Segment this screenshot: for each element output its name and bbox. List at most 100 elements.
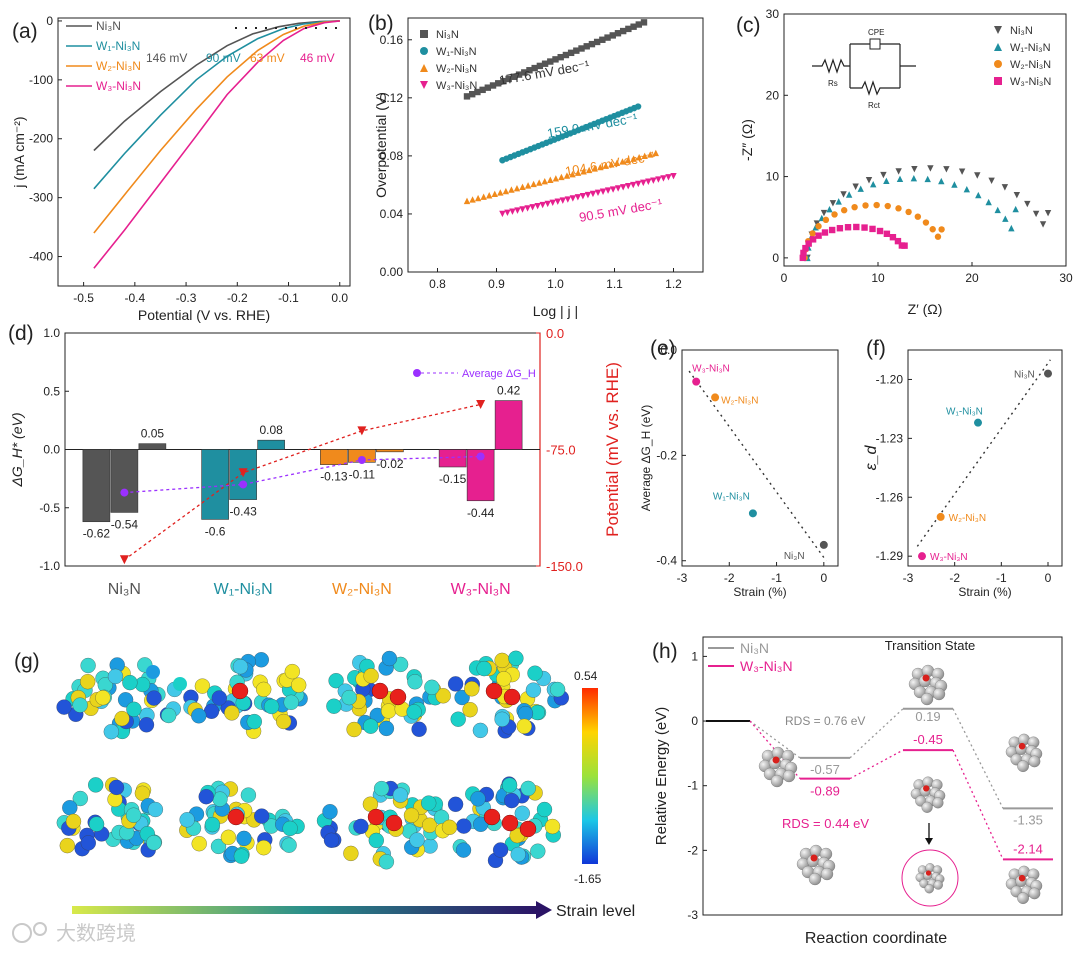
atom xyxy=(353,818,369,835)
atom xyxy=(508,650,524,666)
legend-entry: W₂-Ni₃N xyxy=(1010,59,1051,71)
atom xyxy=(282,820,298,837)
atom xyxy=(284,663,300,680)
strained-atom xyxy=(231,682,249,700)
y-tick-label: -100 xyxy=(29,73,53,87)
atom xyxy=(126,701,142,717)
atom xyxy=(422,838,438,854)
atom xyxy=(392,787,409,803)
data-point xyxy=(635,21,642,28)
atom xyxy=(72,790,88,807)
data-point xyxy=(988,177,995,184)
data-point xyxy=(985,198,992,206)
bar xyxy=(138,443,167,450)
data-point xyxy=(558,173,565,181)
x-tick-label: 0 xyxy=(781,271,788,285)
y-tick-label: 1 xyxy=(691,649,698,663)
data-point xyxy=(588,40,596,48)
bar-value-label: -0.43 xyxy=(229,505,257,519)
atom xyxy=(108,779,125,796)
atomic-cluster xyxy=(447,650,569,739)
slope-annotation: 90.5 mV dec⁻¹ xyxy=(578,195,664,225)
data-point xyxy=(554,198,561,205)
atom xyxy=(1017,760,1029,773)
hydrogen-site xyxy=(1018,874,1026,882)
y-tick-label: 0.08 xyxy=(380,149,404,163)
data-point xyxy=(640,19,648,26)
rds-label: RDS = 0.44 eV xyxy=(782,816,869,831)
atom xyxy=(72,697,88,713)
atom xyxy=(240,787,257,803)
data-point xyxy=(531,64,538,72)
data-point xyxy=(599,36,606,43)
data-point xyxy=(938,177,945,185)
y-tick-label: 1.0 xyxy=(43,326,60,340)
atom xyxy=(1028,887,1041,900)
data-point xyxy=(905,208,912,216)
average-dgh-point xyxy=(357,455,366,464)
legend-entry: W₁-Ni₃N xyxy=(96,39,140,53)
data-point xyxy=(593,38,601,46)
legend-entry: W₃-Ni₃N xyxy=(740,658,793,674)
x-tick-label: 1.1 xyxy=(606,277,623,291)
bar-value-label: -0.11 xyxy=(349,467,376,481)
data-point xyxy=(541,177,548,185)
data-point xyxy=(552,175,560,182)
legend-entry: W₃-Ni₃N xyxy=(1010,76,1051,88)
energy-value-label: -0.89 xyxy=(810,784,840,799)
point-label: Ni₃N xyxy=(1014,370,1035,381)
x-tick-label: 1.0 xyxy=(547,277,564,291)
data-point xyxy=(613,159,621,167)
category-label: Ni₃N xyxy=(108,581,141,598)
data-point xyxy=(865,177,873,184)
strained-atom xyxy=(227,808,245,826)
x-tick-label: 0 xyxy=(820,571,827,585)
data-point xyxy=(840,207,848,214)
data-point xyxy=(840,191,847,198)
data-point xyxy=(502,187,510,195)
atom xyxy=(191,708,207,724)
atom xyxy=(291,677,307,693)
data-point xyxy=(486,192,493,199)
atom xyxy=(920,692,934,706)
atom xyxy=(125,807,142,823)
data-point xyxy=(869,225,876,233)
panel-letter: (d) xyxy=(8,322,34,345)
atom xyxy=(95,690,111,706)
legend-marker xyxy=(994,60,1002,68)
energy-value-label: -1.35 xyxy=(1013,812,1043,827)
x-tick-label: 0 xyxy=(1045,571,1052,585)
rds-label: RDS = 0.76 eV xyxy=(785,714,865,728)
atom xyxy=(544,818,561,835)
data-point xyxy=(569,195,577,202)
data-point xyxy=(1013,191,1021,199)
atom xyxy=(820,867,834,881)
legend-marker xyxy=(420,47,428,55)
data-point xyxy=(821,229,829,236)
atomic-cluster xyxy=(433,776,561,869)
data-point xyxy=(583,43,590,50)
data-point xyxy=(844,224,852,231)
data-point xyxy=(609,32,616,39)
atom xyxy=(1017,892,1029,905)
atom xyxy=(462,702,478,718)
data-point xyxy=(469,91,476,98)
atom xyxy=(504,792,520,809)
data-point xyxy=(936,512,945,521)
potential-line xyxy=(123,403,481,561)
atom xyxy=(224,705,240,721)
energy-value-label: 0.19 xyxy=(915,709,940,724)
data-point xyxy=(589,190,597,198)
data-point xyxy=(938,226,945,233)
energy-value-label: -0.57 xyxy=(810,762,840,777)
data-point xyxy=(828,226,836,234)
bar xyxy=(320,449,348,465)
panel-letter: (h) xyxy=(652,640,678,663)
legend-entry: Average ΔG_H xyxy=(462,368,536,380)
x-axis-label: Log | j | xyxy=(533,303,578,319)
legend-entry: W₂-Ni₃N xyxy=(436,63,477,75)
watermark: 大数跨境 xyxy=(56,922,136,945)
legend-entry: W₁-Ni₃N xyxy=(1010,42,1051,54)
panel-letter: (g) xyxy=(14,650,40,673)
data-point xyxy=(609,186,617,193)
